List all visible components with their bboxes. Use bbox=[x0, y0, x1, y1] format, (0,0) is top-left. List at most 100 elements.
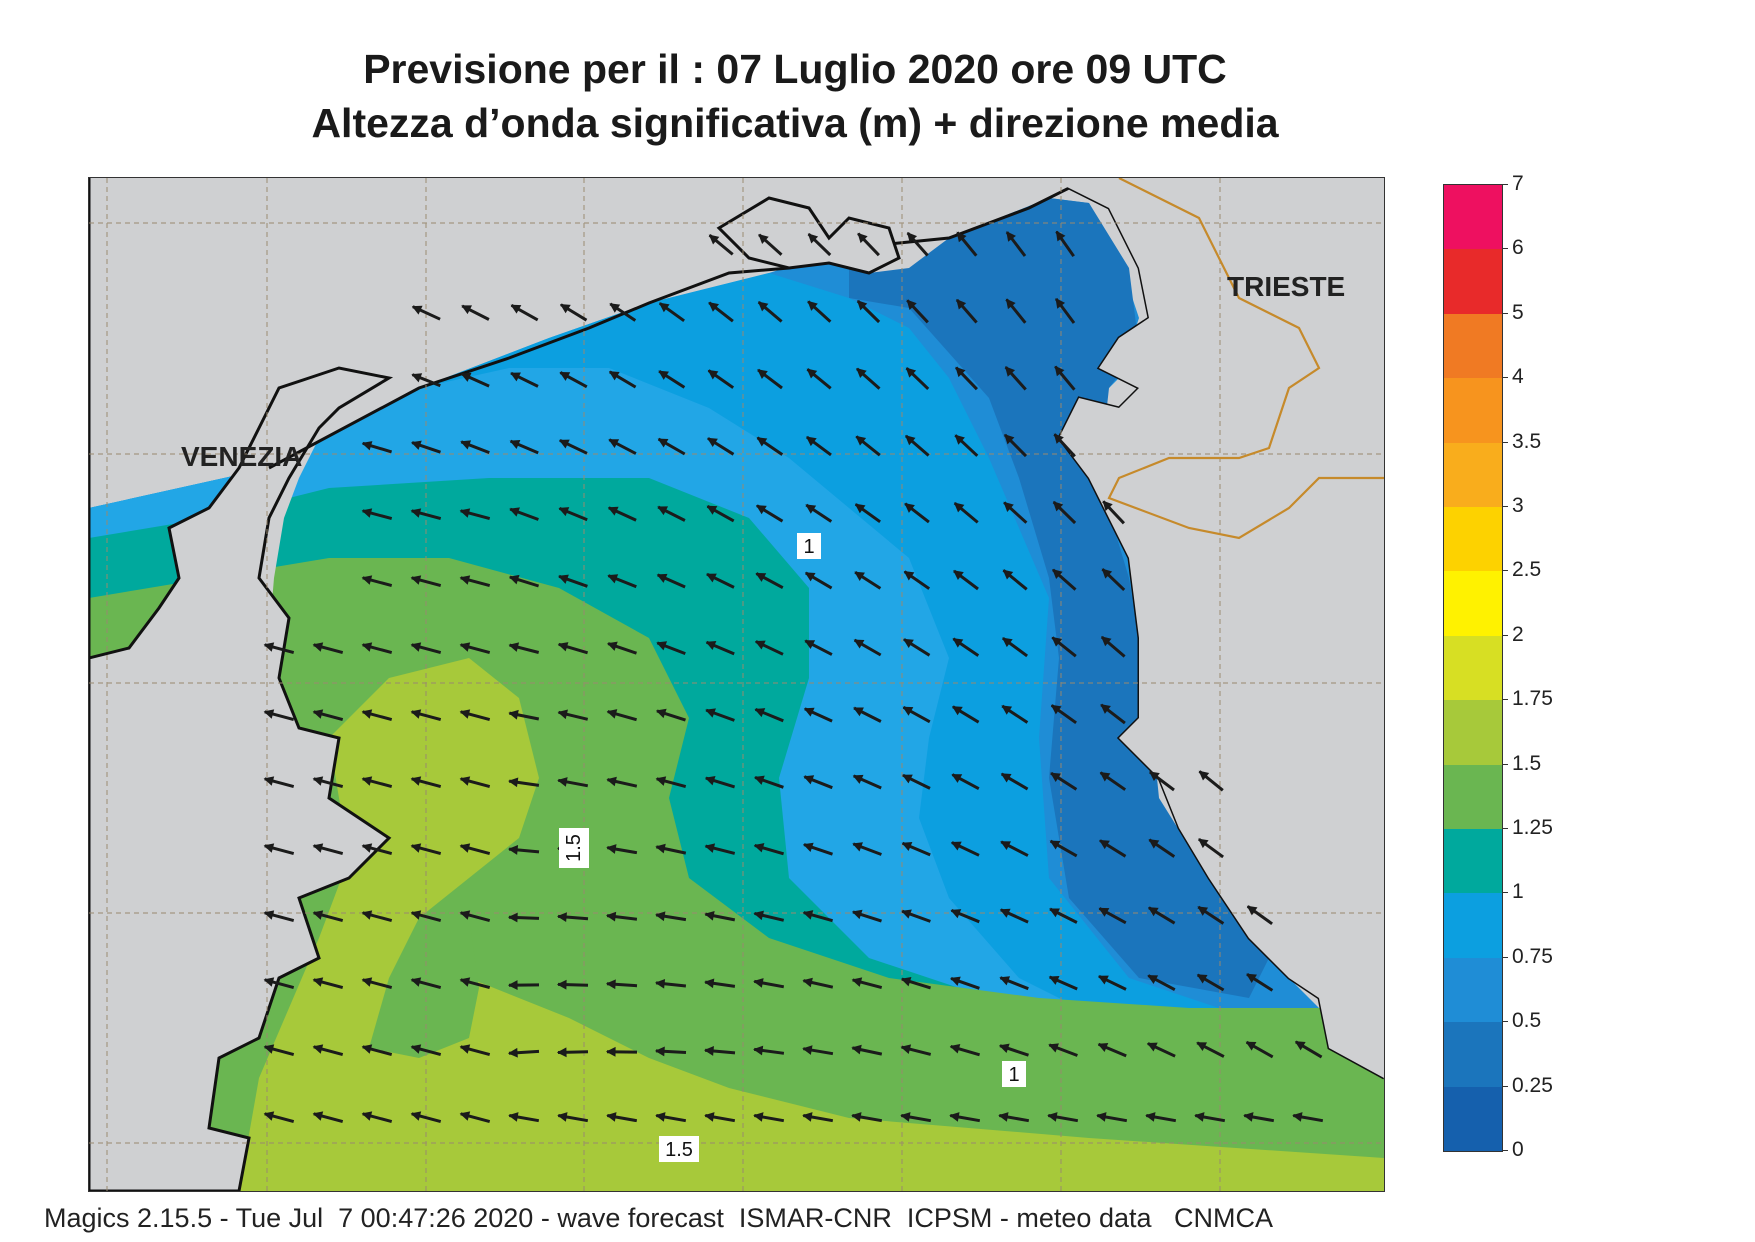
contour-label: 1.5 bbox=[665, 1139, 693, 1161]
wave-direction-arrowhead bbox=[852, 842, 863, 852]
wave-direction-arrowhead bbox=[904, 503, 915, 513]
contour-label: 1 bbox=[803, 536, 814, 558]
wave-direction-arrowhead bbox=[606, 709, 618, 719]
wave-direction-arrowhead bbox=[1053, 433, 1064, 444]
wave-direction-arrowhead bbox=[1052, 501, 1064, 512]
wave-direction-arrowhead bbox=[559, 371, 571, 381]
wave-direction-arrowhead bbox=[998, 1043, 1010, 1054]
wave-direction-arrowhead bbox=[1000, 841, 1012, 851]
wave-direction-arrowhead bbox=[1102, 500, 1113, 512]
wave-direction-arrowhead bbox=[459, 508, 471, 518]
wave-direction-arrowhead bbox=[1047, 1112, 1058, 1122]
wave-direction-arrowhead bbox=[853, 707, 864, 717]
wave-direction-arrowhead bbox=[1098, 975, 1109, 985]
wave-height-map: 1 1.5 1 1.5 VENEZIA TRIESTE bbox=[88, 177, 1385, 1192]
wave-direction-arrowhead bbox=[1146, 1042, 1158, 1052]
wave-direction-arrowhead bbox=[802, 1112, 813, 1122]
wave-direction-arrowhead bbox=[312, 910, 324, 920]
colorbar-band bbox=[1444, 893, 1502, 959]
map-subtitle: Altezza d’onda significativa (m) + direz… bbox=[311, 100, 1279, 146]
wave-direction-arrowhead bbox=[999, 976, 1011, 986]
wave-direction-arrowhead bbox=[704, 978, 715, 989]
wave-direction-arrowhead bbox=[803, 707, 815, 717]
wave-direction-arrowhead bbox=[1100, 704, 1111, 714]
wave-direction-arrowhead bbox=[704, 1046, 714, 1056]
wave-direction-arrowhead bbox=[857, 300, 868, 311]
wave-direction-arrowhead bbox=[657, 506, 669, 516]
wave-direction-arrowhead bbox=[459, 843, 471, 853]
colorbar-tick-label: 1.25 bbox=[1502, 816, 1553, 840]
colorbar-band bbox=[1444, 442, 1502, 508]
wave-direction-arrowhead bbox=[656, 573, 668, 583]
wave-direction-arrowhead bbox=[607, 506, 619, 516]
wave-direction-arrowhead bbox=[707, 369, 719, 380]
wave-direction-arrowhead bbox=[755, 505, 767, 515]
wave-direction-arrowhead bbox=[312, 1044, 324, 1054]
wave-direction-arrowhead bbox=[955, 366, 966, 378]
wave-direction-arrowhead bbox=[905, 435, 916, 446]
colorbar-tick-label: 7 bbox=[1502, 172, 1524, 196]
wave-direction-arrowhead bbox=[361, 709, 373, 719]
wave-direction-arrowhead bbox=[1049, 840, 1061, 850]
contour-label: 1.5 bbox=[563, 834, 585, 862]
wave-direction-arrowhead bbox=[999, 908, 1011, 918]
colorbar-band bbox=[1444, 700, 1502, 766]
wave-direction-arrowhead bbox=[459, 709, 471, 719]
wave-direction-arrowhead bbox=[905, 367, 917, 378]
wave-direction-arrowhead bbox=[1000, 773, 1012, 783]
wave-direction-arrowhead bbox=[857, 232, 868, 244]
wave-direction-arrowhead bbox=[1049, 908, 1060, 918]
wave-direction-arrowhead bbox=[1048, 1043, 1059, 1053]
wave-direction-arrowhead bbox=[1194, 1112, 1205, 1122]
wave-direction-arrowhead bbox=[410, 575, 422, 585]
wave-direction-arrowhead bbox=[654, 978, 666, 989]
wave-direction-arrowhead bbox=[608, 439, 620, 449]
map-title: Previsione per il : 07 Luglio 2020 ore 0… bbox=[363, 46, 1227, 92]
colorbar-tick-label: 3.5 bbox=[1502, 430, 1541, 454]
wave-direction-arrowhead bbox=[1243, 1112, 1254, 1122]
wave-direction-arrowhead bbox=[707, 437, 718, 448]
wave-direction-arrowhead bbox=[459, 977, 471, 987]
wave-direction-arrowhead bbox=[1294, 1041, 1306, 1051]
colorbar-band bbox=[1444, 1086, 1502, 1152]
wave-direction-arrowhead bbox=[855, 435, 867, 446]
wave-direction-arrowhead bbox=[753, 843, 765, 853]
wave-direction-arrowhead bbox=[851, 1044, 862, 1055]
wave-direction-arrowhead bbox=[1196, 974, 1208, 984]
wave-direction-arrowhead bbox=[557, 1112, 568, 1122]
wave-direction-arrowhead bbox=[312, 709, 324, 719]
wave-direction-arrowhead bbox=[263, 776, 275, 786]
colorbar-tick-label: 6 bbox=[1502, 236, 1524, 260]
colorbar-band bbox=[1444, 249, 1502, 315]
wave-direction-arrowhead bbox=[856, 367, 867, 379]
wave-direction-arrowhead bbox=[608, 371, 620, 381]
wave-direction-arrowhead bbox=[956, 299, 967, 310]
colorbar-band bbox=[1444, 1022, 1502, 1088]
wave-direction-arrowhead bbox=[1148, 839, 1160, 849]
wave-direction-arrowhead bbox=[411, 305, 423, 315]
wave-direction-arrowhead bbox=[954, 434, 965, 445]
wave-direction-arrowhead bbox=[1292, 1112, 1303, 1122]
wave-direction-arrowhead bbox=[607, 574, 619, 584]
wave-direction-arrowhead bbox=[361, 441, 373, 451]
wave-direction-arrowhead bbox=[510, 372, 521, 382]
border-line bbox=[1107, 178, 1384, 540]
wave-direction-arrowhead bbox=[1055, 298, 1066, 309]
wave-direction-arrowhead bbox=[655, 776, 667, 786]
wave-direction-arrowhead bbox=[1246, 973, 1257, 983]
wave-direction-arrowhead bbox=[508, 777, 519, 788]
wave-direction-arrowhead bbox=[410, 910, 422, 920]
wave-direction-arrowhead bbox=[1099, 771, 1111, 782]
wave-direction-arrowhead bbox=[804, 572, 816, 582]
wave-direction-arrowhead bbox=[758, 233, 769, 245]
wave-direction-arrowhead bbox=[1197, 906, 1209, 916]
wave-direction-arrowhead bbox=[805, 504, 817, 514]
wave-direction-arrowhead bbox=[410, 1111, 422, 1121]
wave-direction-arrowhead bbox=[951, 774, 963, 783]
wave-direction-arrowhead bbox=[757, 369, 768, 379]
wave-direction-arrowhead bbox=[606, 844, 617, 854]
wave-direction-arrowhead bbox=[361, 508, 373, 518]
wave-direction-arrowhead bbox=[460, 440, 472, 450]
wave-direction-arrowhead bbox=[411, 440, 422, 450]
wave-direction-arrowhead bbox=[1096, 1112, 1107, 1122]
